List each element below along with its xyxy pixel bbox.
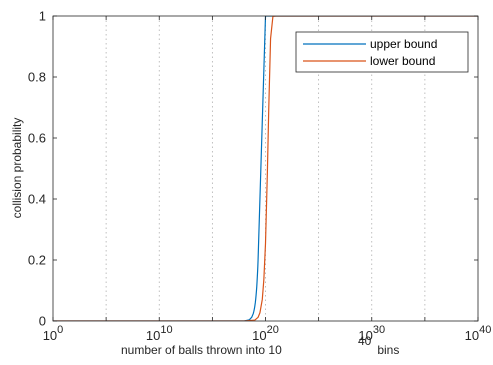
- x-axis-label-text: number of balls thrown into 10: [121, 343, 282, 357]
- x-axis-label: number of balls thrown into 10: [121, 343, 282, 357]
- y-tick-label: 1: [39, 9, 46, 24]
- x-axis-label-superscript: 40: [358, 334, 372, 348]
- y-tick-label: 0.2: [28, 253, 46, 268]
- x-tick-label: 1030: [358, 324, 385, 343]
- x-tick-labels: 100 1010 1020 1030 1040: [43, 324, 492, 343]
- legend-box: [295, 31, 469, 73]
- y-tick-label: 0.4: [28, 192, 46, 207]
- x-tick-label: 1020: [252, 324, 279, 343]
- series-group: [53, 16, 478, 321]
- y-tick-labels: 0 0.2 0.4 0.6 0.8 1: [28, 9, 46, 329]
- y-axis-label: collision probability: [10, 118, 24, 219]
- axis-ticks: [52, 15, 479, 322]
- x-tick-label: 1040: [465, 324, 492, 343]
- legend: upper bound lower bound: [295, 31, 469, 73]
- y-tick-label: 0.6: [28, 131, 46, 146]
- legend-label-upper-bound: upper bound: [370, 37, 437, 51]
- series-line-lower-bound: [53, 16, 478, 321]
- x-tick-label: 1010: [146, 324, 173, 343]
- x-axis-label-suffix: bins: [374, 343, 399, 357]
- x-tick-label: 100: [43, 324, 64, 343]
- legend-label-lower-bound: lower bound: [370, 54, 435, 68]
- y-tick-label: 0.8: [28, 70, 46, 85]
- y-tick-label: 0: [39, 314, 46, 329]
